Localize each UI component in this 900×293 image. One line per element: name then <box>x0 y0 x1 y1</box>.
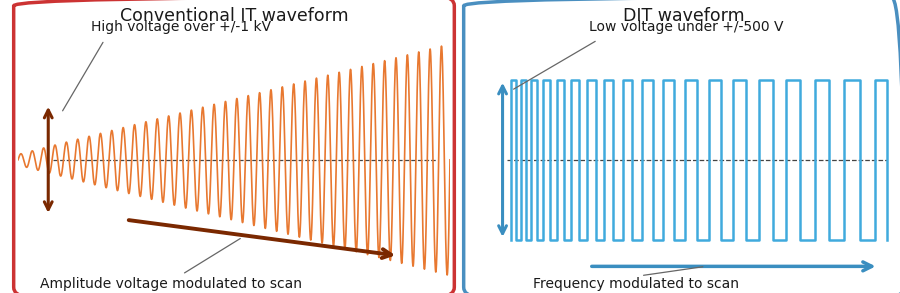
Text: Low voltage under +/-500 V: Low voltage under +/-500 V <box>589 20 784 34</box>
Text: Frequency modulated to scan: Frequency modulated to scan <box>533 277 739 291</box>
Text: Conventional IT waveform: Conventional IT waveform <box>120 7 348 25</box>
Text: DIT waveform: DIT waveform <box>623 7 745 25</box>
Text: Amplitude voltage modulated to scan: Amplitude voltage modulated to scan <box>40 277 302 291</box>
Text: High voltage over +/-1 kV: High voltage over +/-1 kV <box>92 20 272 34</box>
